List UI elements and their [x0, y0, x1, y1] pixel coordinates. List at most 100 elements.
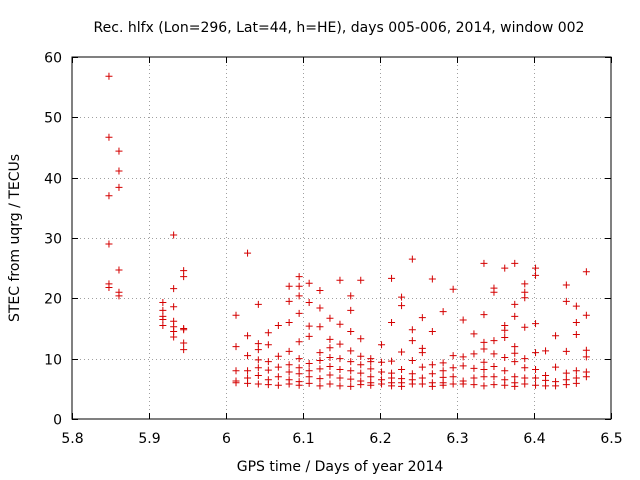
- data-point: [480, 358, 488, 366]
- data-point: [316, 349, 324, 357]
- y-tick-label: 30: [44, 232, 62, 248]
- data-point: [490, 381, 498, 389]
- data-point: [480, 259, 488, 267]
- data-point: [490, 350, 498, 358]
- data-point: [582, 373, 590, 381]
- data-point: [408, 370, 416, 378]
- data-point: [295, 273, 303, 281]
- data-point: [572, 318, 580, 326]
- data-point: [388, 382, 396, 390]
- data-points: [105, 72, 590, 390]
- data-point: [582, 311, 590, 319]
- data-point: [316, 365, 324, 373]
- data-point: [105, 240, 113, 248]
- data-point: [105, 72, 113, 80]
- data-point: [326, 314, 334, 322]
- data-point: [439, 381, 447, 389]
- data-point: [274, 373, 282, 381]
- x-tick-labels: 5.8 5.9 6 6.1 6.2 6.3 6.4 6.5: [61, 431, 622, 447]
- data-point: [159, 299, 167, 307]
- data-point: [347, 375, 355, 383]
- data-point: [398, 293, 406, 301]
- data-point: [244, 249, 252, 257]
- data-point: [521, 280, 529, 288]
- data-point: [439, 308, 447, 316]
- data-point: [449, 380, 457, 388]
- data-point: [501, 367, 509, 375]
- data-point: [285, 282, 293, 290]
- data-point: [170, 303, 178, 311]
- data-point: [159, 315, 167, 323]
- data-point: [552, 363, 560, 371]
- data-point: [244, 379, 252, 387]
- data-point: [336, 382, 344, 390]
- data-point: [408, 337, 416, 345]
- data-point: [264, 341, 272, 349]
- data-point: [357, 352, 365, 360]
- data-point: [470, 350, 478, 358]
- data-point: [159, 306, 167, 314]
- data-point: [305, 359, 313, 367]
- y-tick-label: 0: [53, 413, 62, 429]
- data-point: [572, 379, 580, 387]
- data-point: [532, 381, 540, 389]
- data-point: [490, 363, 498, 371]
- data-point: [347, 292, 355, 300]
- data-point: [295, 364, 303, 372]
- data-point: [336, 374, 344, 382]
- data-point: [480, 382, 488, 390]
- data-point: [336, 340, 344, 348]
- y-axis-label: STEC from uqrg / TECUs: [7, 154, 23, 322]
- data-point: [428, 370, 436, 378]
- data-point: [367, 373, 375, 381]
- data-point: [470, 374, 478, 382]
- x-tick-label: 5.9: [138, 431, 160, 447]
- data-point: [305, 299, 313, 307]
- data-point: [316, 304, 324, 312]
- data-point: [295, 292, 303, 300]
- data-point: [170, 333, 178, 341]
- x-tick-label: 6.3: [446, 431, 468, 447]
- data-point: [357, 276, 365, 284]
- data-point: [170, 285, 178, 293]
- data-point: [316, 356, 324, 364]
- data-point: [367, 358, 375, 366]
- chart-title: Rec. hlfx (Lon=296, Lat=44, h=HE), days …: [94, 20, 585, 36]
- data-point: [244, 367, 252, 375]
- data-point: [449, 364, 457, 372]
- x-tick-label: 6.1: [292, 431, 314, 447]
- data-point: [305, 373, 313, 381]
- data-point: [459, 362, 467, 370]
- data-point: [326, 380, 334, 388]
- data-point: [521, 355, 529, 363]
- data-point: [295, 338, 303, 346]
- data-point: [336, 320, 344, 328]
- data-point: [418, 374, 426, 382]
- data-point: [542, 347, 550, 355]
- data-point: [326, 353, 334, 361]
- data-point: [232, 367, 240, 375]
- data-point: [326, 371, 334, 379]
- data-point: [572, 302, 580, 310]
- data-point: [582, 353, 590, 361]
- data-point: [316, 286, 324, 294]
- data-point: [501, 264, 509, 272]
- data-point: [254, 346, 262, 354]
- data-point: [347, 347, 355, 355]
- data-point: [305, 379, 313, 387]
- data-point: [305, 367, 313, 375]
- data-point: [285, 297, 293, 305]
- data-point: [449, 373, 457, 381]
- y-tick-label: 50: [44, 111, 62, 127]
- y-tick-label: 60: [44, 51, 62, 67]
- data-point: [295, 282, 303, 290]
- data-point: [532, 320, 540, 328]
- data-point: [264, 366, 272, 374]
- data-point: [552, 332, 560, 340]
- data-point: [398, 382, 406, 390]
- data-point: [254, 340, 262, 348]
- data-point: [180, 346, 188, 354]
- data-point: [532, 374, 540, 382]
- data-point: [408, 326, 416, 334]
- data-point: [115, 183, 123, 191]
